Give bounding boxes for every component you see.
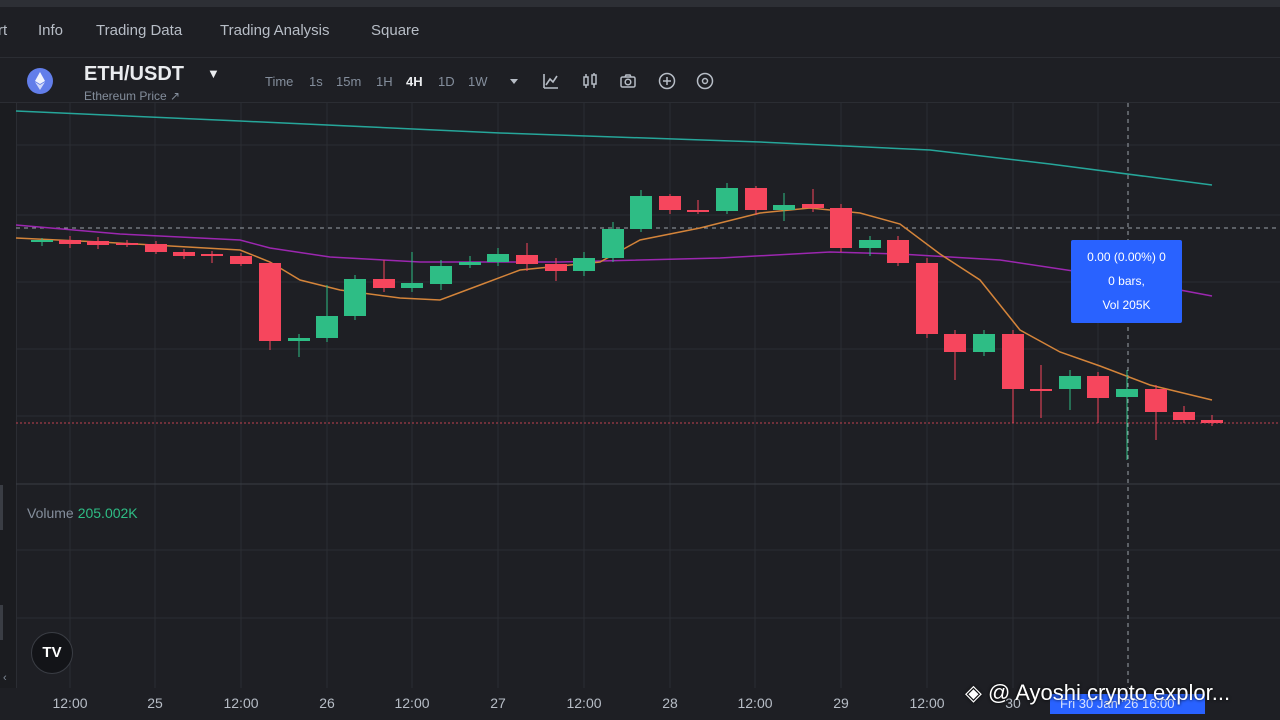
sidebar-handle-lower[interactable] xyxy=(0,605,3,640)
settings-icon[interactable] xyxy=(695,71,715,91)
timeframe-1w[interactable]: 1W xyxy=(468,74,488,89)
tooltip-bars: 0 bars, xyxy=(1108,274,1145,288)
candle-body xyxy=(1059,376,1081,389)
candle-body xyxy=(344,279,366,316)
candle-body xyxy=(1116,389,1138,397)
dropdown-caret-icon[interactable] xyxy=(504,71,524,91)
time-tick-label: 12:00 xyxy=(223,695,259,711)
volume-label: Volume 205.002K xyxy=(27,505,138,521)
candle-body xyxy=(745,188,767,210)
timeframe-time[interactable]: Time xyxy=(265,74,294,89)
candle-body xyxy=(1002,334,1024,389)
time-tick-label: 12:00 xyxy=(737,695,773,711)
candle-body xyxy=(31,240,53,242)
volume-value: 205.002K xyxy=(77,505,138,521)
candle-body xyxy=(145,244,167,252)
candle-body xyxy=(802,204,824,208)
candle-body xyxy=(373,279,395,288)
candle-body xyxy=(573,258,595,271)
candle-body xyxy=(859,240,881,248)
candle-body xyxy=(1030,389,1052,391)
nav-item-square[interactable]: Square xyxy=(371,22,420,39)
nav-item-trading-data[interactable]: Trading Data xyxy=(96,22,183,39)
candle-body xyxy=(259,263,281,341)
candle-body xyxy=(1173,412,1195,420)
candle-body xyxy=(973,334,995,352)
candle-body xyxy=(716,188,738,211)
crosshair-tooltip: 0.00 (0.00%) 0 0 bars, Vol 205K xyxy=(1071,240,1182,323)
candle-body xyxy=(516,255,538,264)
timeframe-1h[interactable]: 1H xyxy=(376,74,393,89)
candle-body xyxy=(173,252,195,256)
nav-item-trading-analysis[interactable]: Trading Analysis xyxy=(220,22,330,39)
time-tick-label: 12:00 xyxy=(394,695,430,711)
plus-circle-icon[interactable] xyxy=(657,71,677,91)
camera-icon[interactable] xyxy=(618,71,638,91)
top-nav: rt Info Trading Data Trading Analysis Sq… xyxy=(0,7,1280,58)
candle-type-icon[interactable] xyxy=(580,71,600,91)
timeframe-1d[interactable]: 1D xyxy=(438,74,455,89)
candle-body xyxy=(401,283,423,288)
candle-body xyxy=(630,196,652,229)
candle-body xyxy=(916,263,938,334)
nav-item-chart[interactable]: rt xyxy=(0,22,8,39)
pair-dropdown-icon[interactable]: ▼ xyxy=(207,66,220,81)
ma-mid-line xyxy=(15,224,1213,297)
candle-body xyxy=(659,196,681,210)
tooltip-change: 0.00 (0.00%) 0 xyxy=(1087,250,1166,264)
time-tick-label: 12:00 xyxy=(566,695,602,711)
top-strip xyxy=(0,0,1280,7)
timeframe-1s[interactable]: 1s xyxy=(309,74,323,89)
candle-body xyxy=(1201,420,1223,423)
candle-body xyxy=(773,205,795,210)
ma-slow-line xyxy=(15,110,1213,186)
candle-body xyxy=(944,334,966,352)
candle-body xyxy=(288,338,310,341)
candle-body xyxy=(830,208,852,248)
candle-body xyxy=(116,243,138,245)
time-tick-label: 29 xyxy=(833,695,849,711)
candle-body xyxy=(316,316,338,338)
candle-body xyxy=(1087,376,1109,398)
candle-body xyxy=(687,210,709,212)
candle-body xyxy=(459,262,481,265)
time-tick-label: 25 xyxy=(147,695,163,711)
candle-body xyxy=(59,240,81,244)
watermark: ◈ @ Ayoshi crypto explor... xyxy=(965,680,1231,705)
candle-body xyxy=(602,229,624,258)
pair-symbol[interactable]: ETH/USDT xyxy=(84,63,184,85)
time-tick-label: 26 xyxy=(319,695,335,711)
pair-subtitle[interactable]: Ethereum Price ↗ xyxy=(84,89,181,103)
candle-body xyxy=(545,264,567,271)
crosshair-date-label: Fri 30 Jan '26 16:00 xyxy=(1050,694,1205,714)
candle-body xyxy=(230,256,252,264)
time-tick-label: 12:00 xyxy=(52,695,88,711)
candle-body xyxy=(201,254,223,256)
time-tick-label: 28 xyxy=(662,695,678,711)
ma-fast-line xyxy=(15,207,1213,401)
left-drawing-sidebar xyxy=(0,103,17,688)
time-tick-label: 12:00 xyxy=(909,695,945,711)
candle-body xyxy=(430,266,452,284)
ethereum-icon xyxy=(27,68,53,94)
indicator-icon[interactable] xyxy=(541,71,561,91)
candle-body xyxy=(1145,389,1167,412)
binance-square-icon: ◈ xyxy=(965,680,989,705)
tradingview-logo[interactable]: TV xyxy=(31,632,73,674)
nav-item-info[interactable]: Info xyxy=(38,22,64,39)
time-tick-label: 27 xyxy=(490,695,506,711)
price-chart[interactable] xyxy=(0,103,1280,688)
timeframe-15m[interactable]: 15m xyxy=(336,74,362,89)
collapse-arrow-icon[interactable]: ‹ xyxy=(3,672,7,684)
sidebar-handle[interactable] xyxy=(0,485,3,530)
timeframe-4h[interactable]: 4H xyxy=(406,74,423,89)
candle-body xyxy=(487,254,509,262)
candle-body xyxy=(87,241,109,245)
candle-body xyxy=(887,240,909,263)
tooltip-volume: Vol 205K xyxy=(1102,298,1151,312)
time-tick-label: 30 xyxy=(1005,695,1021,711)
chart-toolbar: ETH/USDT ▼ Ethereum Price ↗ Time 1s 15m … xyxy=(0,58,1280,103)
